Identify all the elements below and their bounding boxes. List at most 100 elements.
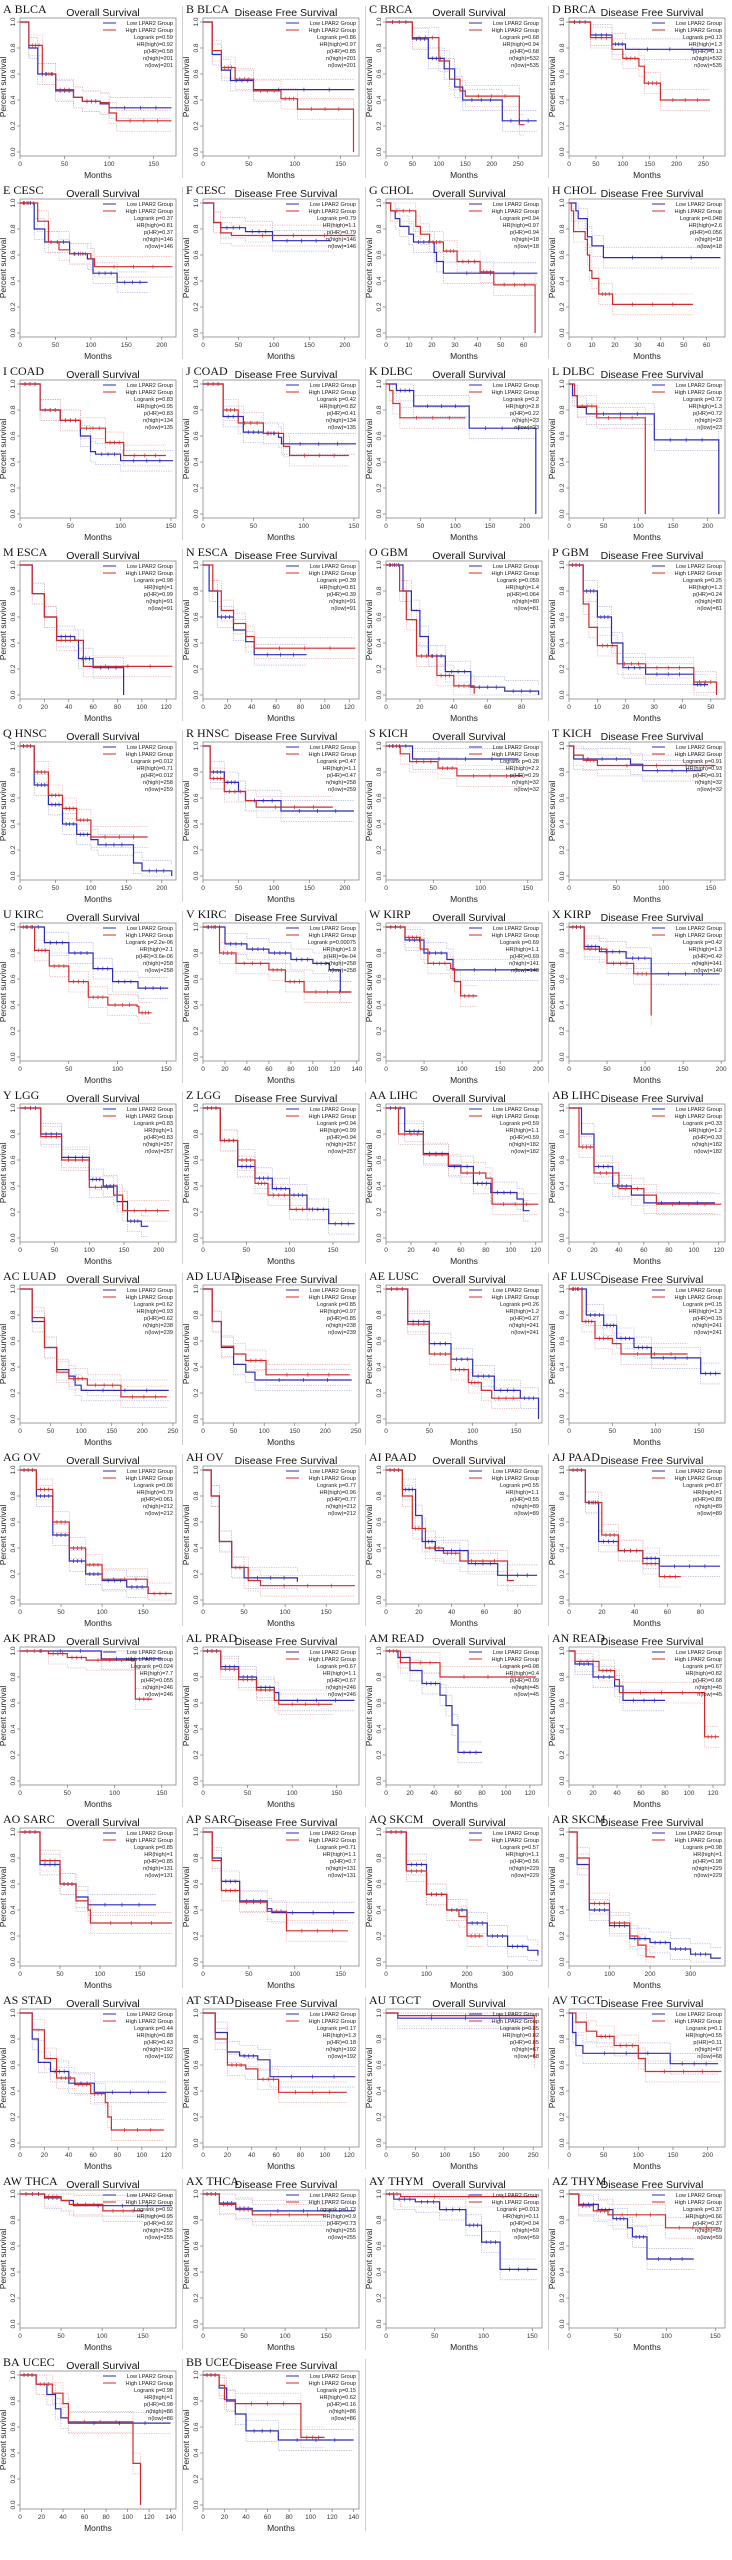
x-tick-label: 100 — [84, 1247, 95, 1254]
y-tick-label: 0.4 — [376, 457, 383, 466]
low-group-ci-band — [386, 21, 537, 111]
y-axis-label: Percent survival — [0, 57, 8, 118]
x-tick-label: 100 — [85, 885, 96, 892]
x-tick-label: 100 — [268, 342, 279, 349]
high-group-ci-band — [20, 2012, 164, 2141]
panel-divider — [182, 1092, 183, 1264]
y-tick-label: 0.0 — [559, 1414, 566, 1423]
x-tick-label: 50 — [417, 523, 425, 530]
km-panel-g: G CHOL Overall Survival 0.0 0.2 0.4 0.6 0.8 1.0 P… — [366, 183, 549, 363]
plot-frame — [385, 2189, 543, 2329]
panel-label: A BLCA — [3, 2, 47, 16]
hazard-ratio: HR(high)=7.7 — [140, 1671, 173, 1677]
x-tick-label: 60 — [265, 1066, 273, 1073]
high-group-ci-band — [20, 1288, 167, 1387]
legend-high-label: High LPAR2 Group — [675, 1838, 722, 1844]
n-high: n(high)=67 — [512, 2047, 539, 2053]
x-tick-label: 140 — [351, 1066, 362, 1073]
low-group-ci-band — [386, 202, 538, 264]
panel-divider — [182, 368, 183, 540]
x-tick-label: 20 — [41, 704, 49, 711]
chart-title: Overall Survival — [66, 369, 140, 381]
y-tick-label: 0.8 — [376, 1491, 383, 1500]
hr-p-value: p(HR)=0.15 — [693, 1316, 722, 1322]
high-lpar2-survival-curve — [20, 1107, 170, 1212]
logrank-p-value: Logrank p=0.83 — [134, 1121, 173, 1127]
x-tick-label: 40 — [615, 1247, 623, 1254]
high-lpar2-survival-curve — [569, 1831, 655, 1959]
hazard-ratio: HR(high)=1.3 — [689, 404, 722, 410]
hr-p-value: p(HR)=0.064 — [507, 592, 539, 598]
x-axis-label: Months — [633, 170, 661, 180]
hr-p-value: p(HR)=0.37 — [693, 2221, 722, 2227]
km-panel-n: N ESCA Disease Free Survival 0.0 0.2 0.4 0.6 0.… — [183, 545, 366, 725]
cancer-type: SKCM — [389, 1812, 423, 1826]
logrank-p-value: Logrank p=0.71 — [317, 1845, 356, 1851]
x-tick-label: 80 — [514, 1609, 522, 1616]
x-tick-label: 0 — [567, 1428, 571, 1435]
y-tick-label: 0.2 — [559, 1931, 566, 1940]
y-tick-label: 0.0 — [559, 328, 566, 337]
km-panel-az: AZ THYM Disease Free Survival 0.0 0.2 0.4 0.6 0… — [549, 2174, 732, 2354]
panel-label: AN READ — [552, 1631, 605, 1645]
high-group-ci-band — [569, 2193, 721, 2239]
high-group-ci-band — [569, 564, 717, 685]
x-tick-label: 50 — [409, 161, 417, 168]
n-high: n(high)=23 — [695, 418, 722, 424]
x-axis-label: Months — [84, 2161, 112, 2171]
hr-p-value: p(HR)=0.98 — [144, 2402, 173, 2408]
panel-label: AK PRAD — [3, 1631, 56, 1645]
x-tick-label: 120 — [144, 2514, 155, 2521]
high-group-ci-band — [203, 1107, 316, 1200]
n-low: n(low)=23 — [697, 425, 722, 431]
x-tick-label: 50 — [412, 2152, 420, 2159]
panel-letter: AP — [186, 1812, 202, 1826]
x-tick-label: 150 — [678, 1066, 689, 1073]
panel-label: AD LUAD — [186, 1269, 240, 1283]
panel-divider — [182, 549, 183, 721]
y-axis-label: Percent survival — [183, 962, 191, 1023]
panel-divider — [365, 549, 366, 721]
x-tick-label: 150 — [121, 342, 132, 349]
y-tick-label: 0.6 — [193, 69, 200, 78]
legend-low-label: Low LPAR2 Group — [493, 383, 539, 389]
legend-low-label: Low LPAR2 Group — [676, 202, 722, 208]
x-tick-label: 50 — [230, 1428, 238, 1435]
y-tick-label: 0.4 — [376, 1724, 383, 1733]
y-tick-label: 0.8 — [10, 1491, 17, 1500]
y-tick-label: 1.0 — [10, 17, 17, 26]
y-tick-label: 0.0 — [376, 328, 383, 337]
x-tick-label: 150 — [349, 523, 360, 530]
cancer-type: LIHC — [389, 1088, 417, 1102]
x-tick-label: 10 — [405, 342, 413, 349]
cancer-type: DLBC — [562, 364, 594, 378]
panel-letter: AM — [369, 1631, 389, 1645]
n-low: n(low)=89 — [514, 1511, 539, 1517]
y-tick-label: 0.2 — [376, 1750, 383, 1759]
x-tick-label: 0 — [18, 1428, 22, 1435]
cancer-type: TGCT — [389, 1993, 421, 2007]
low-group-ci-band — [569, 564, 708, 675]
y-tick-label: 0.8 — [193, 767, 200, 776]
panel-letter: C — [369, 2, 377, 16]
x-tick-label: 0 — [18, 1971, 22, 1978]
y-tick-label: 0.8 — [10, 2396, 17, 2405]
logrank-p-value: Logrank p=0.91 — [683, 759, 722, 765]
y-axis-label: Percent survival — [183, 419, 191, 480]
x-tick-label: 50 — [600, 2152, 608, 2159]
plot-frame — [568, 1284, 726, 1424]
x-tick-label: 80 — [102, 2514, 110, 2521]
x-axis-label: Months — [84, 2342, 112, 2352]
x-tick-label: 80 — [287, 1066, 295, 1073]
plot-frame — [19, 741, 177, 881]
cancer-type: UCEC — [205, 2355, 237, 2369]
low-group-ci-band — [20, 926, 169, 999]
y-axis-label: Percent survival — [0, 962, 8, 1023]
logrank-p-value: Logrank p=0.98 — [134, 2388, 173, 2394]
panel-letter: AO — [3, 1812, 21, 1826]
low-lpar2-survival-curve — [569, 1288, 721, 1375]
n-low: n(low)=146 — [145, 244, 173, 250]
x-tick-label: 0 — [201, 2514, 205, 2521]
hazard-ratio: HR(high)=2.1 — [140, 947, 173, 953]
legend-high-label: High LPAR2 Group — [675, 1657, 722, 1663]
